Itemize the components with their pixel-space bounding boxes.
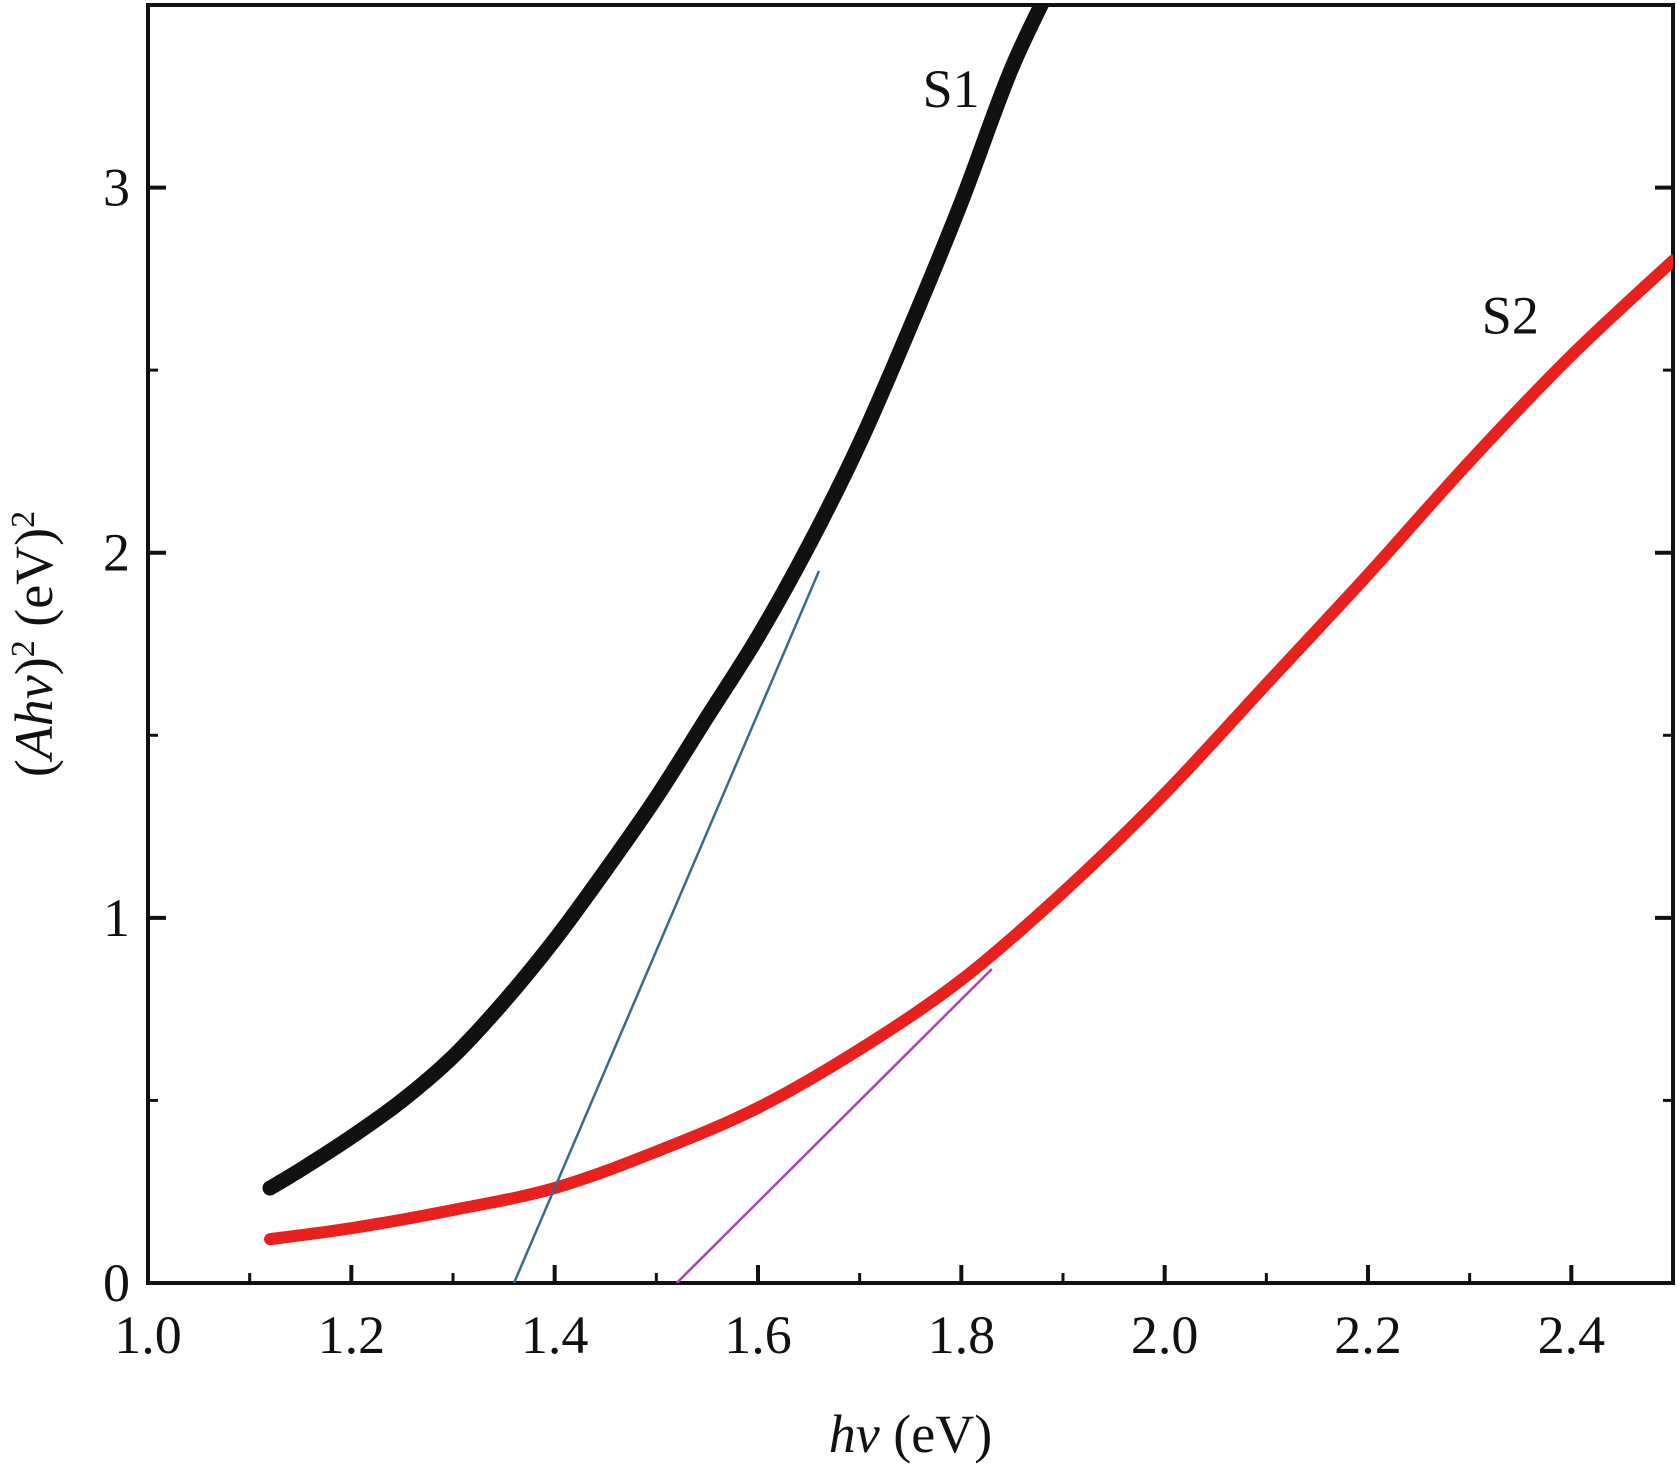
plot-area	[146, 3, 1675, 1285]
x-tick-label: 1.8	[928, 1305, 996, 1365]
x-tick-label: 1.6	[724, 1305, 792, 1365]
y-axis-ticks: 0 1 2 3	[103, 158, 1673, 1313]
x-tick-label: 2.4	[1538, 1305, 1606, 1365]
series-line-s1	[262, 5, 1050, 1196]
y-axis-title-sup2: 2	[5, 511, 42, 528]
x-tick-label: 1.4	[521, 1305, 589, 1365]
series-layer	[262, 5, 1673, 1246]
x-tick-label: 1.2	[318, 1305, 386, 1365]
y-tick-label: 2	[103, 523, 130, 583]
tangent-line-2	[675, 968, 993, 1283]
series-label-s1: S1	[923, 59, 980, 119]
y-tick-label: 0	[103, 1253, 130, 1313]
x-axis-title-unit: (eV)	[880, 1404, 992, 1464]
annotation-layer: S1 S2	[923, 59, 1539, 345]
y-axis-title-sup1: 2	[5, 640, 42, 657]
series-label-s2: S2	[1482, 286, 1539, 346]
y-axis-title-italic: Ahv	[4, 675, 64, 762]
y-tick-label: 3	[103, 158, 130, 218]
y-axis-title-close: )	[4, 657, 64, 675]
tangent-line-1	[512, 570, 821, 1283]
series-line-s2	[264, 254, 1673, 1246]
x-axis-title: hv (eV)	[829, 1404, 992, 1464]
y-axis-title: (Ahv)2 (eV)2	[4, 511, 64, 777]
tangent-layer	[512, 570, 993, 1283]
plot-frame	[146, 3, 1675, 1285]
x-tick-label: 2.2	[1334, 1305, 1402, 1365]
x-tick-label: 1.0	[114, 1305, 182, 1365]
x-axis-title-italic: hv	[829, 1404, 880, 1464]
x-tick-label: 2.0	[1131, 1305, 1199, 1365]
y-axis-title-unit: (eV)	[4, 528, 64, 640]
x-axis-ticks: 1.0 1.2 1.4 1.6 1.8 2.0 2.2 2.4	[114, 1265, 1605, 1365]
y-axis-title-open: (	[4, 759, 64, 777]
y-tick-label: 1	[103, 888, 130, 948]
